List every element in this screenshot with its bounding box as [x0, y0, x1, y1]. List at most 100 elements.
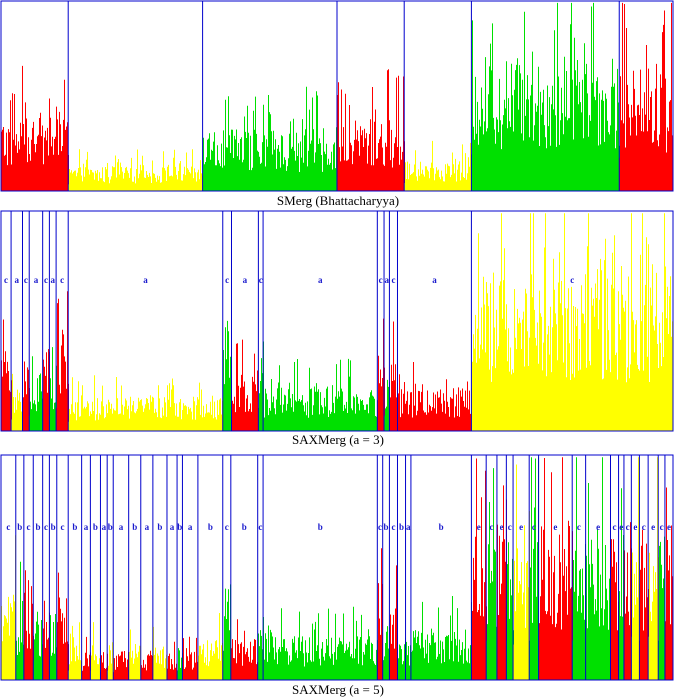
segment-signal: [29, 356, 43, 431]
segment-base: [100, 672, 108, 680]
segment-symbol-label: c: [44, 522, 48, 532]
segment-base: [22, 407, 30, 431]
segment-symbol-label: e: [596, 522, 600, 532]
segment-base: [42, 656, 50, 680]
segment-symbol-label: a: [406, 522, 411, 532]
segment-symbol-label: c: [391, 522, 395, 532]
segment-signal: [382, 626, 390, 680]
segment-signal: [222, 584, 231, 680]
segment-base: [538, 636, 573, 680]
segment-base: [128, 670, 141, 680]
segment-base: [1, 171, 69, 191]
segment-base: [397, 668, 406, 680]
segment-symbol-label: b: [17, 522, 22, 532]
segment-signal: [49, 614, 57, 680]
segment-base: [258, 407, 264, 431]
segment-base: [90, 670, 101, 680]
segment-signal: [404, 140, 472, 191]
segment-symbol-label: a: [243, 275, 248, 285]
segment-signal: [619, 2, 673, 191]
segment-symbol-label: c: [60, 522, 64, 532]
segment-signal: [585, 457, 611, 680]
segment-base: [572, 640, 586, 680]
segment-signal: [33, 611, 43, 680]
segment-base: [389, 407, 398, 431]
segment-base: [56, 656, 69, 680]
segment-base: [496, 636, 507, 680]
segment-symbol-label: b: [208, 522, 213, 532]
segment-base: [513, 644, 530, 680]
segment-symbol-label: a: [188, 522, 193, 532]
segment-symbol-label: a: [170, 522, 175, 532]
segment-symbol-label: c: [613, 522, 617, 532]
segment-signal: [658, 536, 665, 680]
segment-base: [231, 415, 259, 431]
segment-base: [410, 665, 472, 680]
segment-symbol-label: b: [157, 522, 162, 532]
segment-base: [648, 636, 659, 680]
segment-signal: [397, 362, 472, 431]
segment-signal: [68, 149, 203, 191]
segment-symbol-label: a: [34, 275, 39, 285]
segment-symbol-label: c: [660, 522, 664, 532]
segment-base: [68, 670, 82, 680]
segment-symbol-label: b: [399, 522, 404, 532]
segment-signal: [610, 539, 619, 680]
caption-smerg: SMerg (Bhattacharyya): [277, 193, 399, 208]
segment-base: [384, 415, 390, 431]
segment-symbol-label: a: [119, 522, 124, 532]
segment-signal: [506, 542, 514, 680]
segment-signal: [15, 561, 24, 680]
segment-signal: [405, 641, 411, 680]
segment-signal: [182, 636, 198, 680]
segment-symbol-label: a: [143, 275, 148, 285]
segment-base: [33, 660, 43, 680]
segment-base: [222, 407, 232, 431]
segment-symbol-label: b: [108, 522, 113, 532]
segment-signal: [177, 648, 183, 680]
segment-symbol-label: c: [508, 522, 512, 532]
segment-signal: [258, 341, 264, 431]
segment-signal: [618, 488, 624, 680]
segment-signal: [23, 570, 34, 680]
segment-symbol-label: c: [570, 275, 574, 285]
panel-frame: [0, 210, 674, 432]
segment-symbol-label: e: [667, 522, 671, 532]
segment-symbol-label: a: [102, 522, 107, 532]
segment-base: [404, 183, 472, 191]
segment-base: [11, 419, 23, 431]
segment-signal: [1, 319, 12, 431]
panel-smerg: [0, 0, 674, 192]
segment-base: [623, 640, 632, 680]
segment-signal: [68, 622, 82, 680]
segment-symbol-label: b: [318, 522, 323, 532]
segment-bars: [659, 536, 665, 680]
segment-symbol-label: c: [379, 275, 383, 285]
segment-base: [182, 672, 198, 680]
segment-signal: [623, 522, 632, 680]
segment-symbol-label: c: [27, 522, 31, 532]
segment-signal: [410, 596, 472, 680]
segment-symbol-label: c: [577, 522, 581, 532]
segment-symbol-label: b: [439, 522, 444, 532]
segment-symbol-label: b: [72, 522, 77, 532]
segment-signal: [81, 636, 91, 680]
segment-signal: [384, 379, 390, 431]
segment-symbol-label: e: [553, 522, 557, 532]
segment-base: [81, 672, 91, 680]
segment-signal: [68, 375, 223, 431]
segment-symbol-label: c: [391, 275, 395, 285]
segment-symbol-label: a: [384, 275, 389, 285]
segment-symbol-label: e: [519, 522, 523, 532]
segment-base: [471, 636, 487, 680]
segment-symbol-label: c: [4, 275, 8, 285]
panel-frame: [0, 454, 674, 681]
segment-signal: [572, 457, 586, 680]
segment-symbol-label: b: [242, 522, 247, 532]
segment-symbol-label: b: [177, 522, 182, 532]
segment-base: [337, 171, 405, 191]
segment-symbol-label: b: [132, 522, 137, 532]
segment-base: [471, 388, 673, 431]
segment-symbol-label: c: [532, 522, 536, 532]
